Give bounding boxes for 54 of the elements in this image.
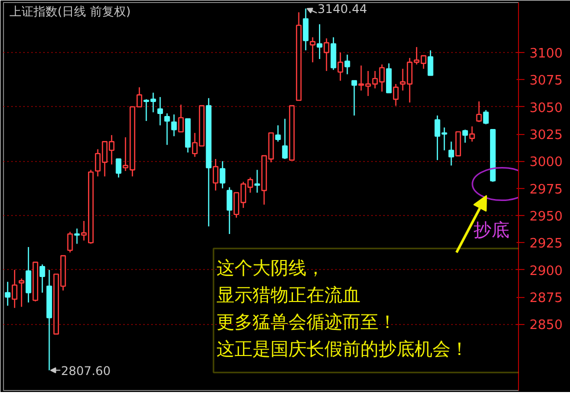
candlestick [254, 169, 260, 194]
candlestick [12, 269, 18, 308]
annotation: 显示猎物正在流血 [216, 285, 360, 306]
y-tick-label: 2875 [530, 291, 563, 306]
candlestick [282, 118, 288, 160]
y-tick-label: 3000 [530, 155, 563, 170]
candlestick [428, 50, 434, 76]
chart-title: 上证指数(日线 前复权) [10, 4, 131, 18]
candlestick [226, 186, 232, 235]
y-tick-label: 2925 [530, 236, 563, 252]
candlestick [212, 158, 218, 192]
candlestick [164, 112, 170, 146]
annotation: 2807.60 [61, 364, 111, 378]
candlestick [40, 264, 46, 294]
candlestick [483, 109, 489, 125]
candlestick [324, 38, 330, 72]
candlestick [275, 124, 281, 142]
candlestick [310, 36, 316, 63]
candlestick [302, 8, 309, 51]
annotation: 3140.44 [317, 2, 368, 16]
candlestick [351, 80, 358, 116]
y-tick-label: 3025 [530, 128, 563, 144]
y-tick-label: 3100 [530, 46, 563, 62]
candlestick [338, 52, 344, 82]
candlestick [220, 160, 226, 189]
candlestick [469, 126, 475, 142]
candlestick [386, 62, 392, 94]
candlestick [448, 141, 454, 166]
y-tick-label: 2975 [530, 182, 563, 198]
y-tick-label: 3050 [530, 100, 563, 116]
annotation: 这个大阴线， [216, 258, 324, 279]
candlestick [171, 114, 177, 137]
candlestick [178, 104, 184, 132]
annotation: 抄底 [474, 220, 510, 241]
candlestick [476, 100, 482, 123]
candlestick [26, 246, 32, 304]
candlestick [455, 131, 462, 156]
candlestick [157, 96, 163, 126]
candlestick [74, 228, 80, 244]
candlestick [18, 278, 24, 308]
y-tick-label: 2850 [530, 318, 563, 334]
candlestick [67, 231, 73, 254]
y-tick-label: 2950 [530, 210, 563, 225]
annotation: 这正是国庆长假前的抄底机会！ [216, 339, 468, 360]
candlestick [116, 158, 122, 178]
candlestick [4, 281, 10, 306]
y-tick-label: 2900 [530, 264, 563, 279]
candlestick [316, 24, 322, 60]
candlestick [330, 36, 336, 70]
annotation: 更多猛兽会循迹而至！ [216, 312, 396, 333]
candlestick [344, 54, 350, 75]
candlestick [392, 83, 399, 106]
y-tick-label: 3075 [530, 74, 563, 89]
candlestick [462, 129, 468, 144]
